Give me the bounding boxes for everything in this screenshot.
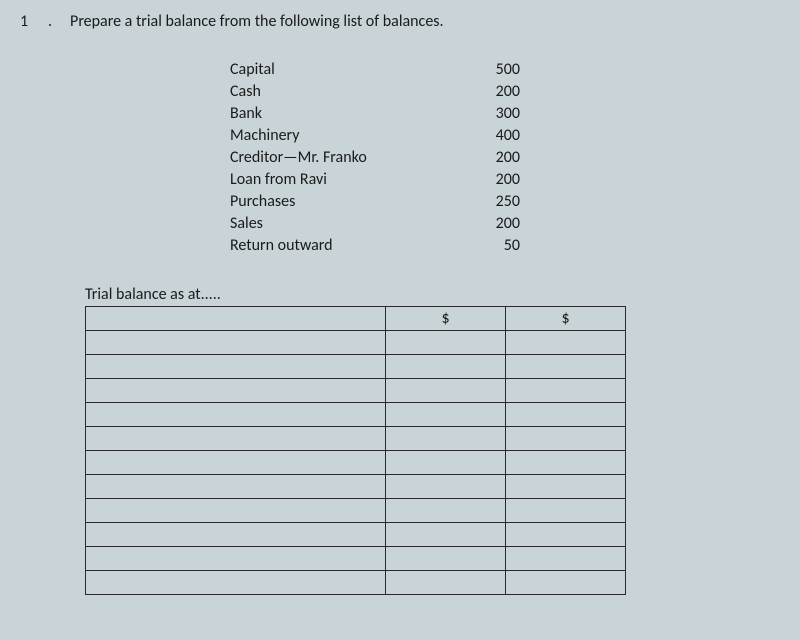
trial-balance-title: Trial balance as at.....	[85, 285, 780, 304]
balance-label: Capital	[230, 59, 460, 81]
table-row	[86, 331, 626, 355]
table-row	[86, 523, 626, 547]
balance-value: 400	[460, 125, 520, 147]
balance-label: Creditor—Mr. Franko	[230, 147, 460, 169]
balance-label: Return outward	[230, 235, 460, 257]
table-row	[86, 355, 626, 379]
table-row	[86, 403, 626, 427]
table-row	[86, 475, 626, 499]
table-header-credit: $	[506, 307, 626, 331]
balance-label: Cash	[230, 81, 460, 103]
table-row	[86, 379, 626, 403]
question-header: 1 . Prepare a trial balance from the fol…	[20, 12, 780, 31]
balance-value: 300	[460, 103, 520, 125]
table-header-desc	[86, 307, 386, 331]
balance-value: 200	[460, 81, 520, 103]
balance-label: Bank	[230, 103, 460, 125]
balance-label: Machinery	[230, 125, 460, 147]
question-number: 1	[20, 12, 34, 31]
balance-label: Loan from Ravi	[230, 169, 460, 191]
balance-row: Creditor—Mr. Franko 200	[230, 147, 780, 169]
balance-value: 500	[460, 59, 520, 81]
table-header-debit: $	[386, 307, 506, 331]
balance-value: 250	[460, 191, 520, 213]
balance-row: Capital 500	[230, 59, 780, 81]
balance-row: Machinery 400	[230, 125, 780, 147]
balance-row: Bank 300	[230, 103, 780, 125]
question-separator: .	[48, 12, 52, 31]
table-header-row: $ $	[86, 307, 626, 331]
balance-value: 200	[460, 147, 520, 169]
balances-list: Capital 500 Cash 200 Bank 300 Machinery …	[230, 59, 780, 257]
balance-row: Sales 200	[230, 213, 780, 235]
balance-label: Sales	[230, 213, 460, 235]
table-row	[86, 451, 626, 475]
question-text: Prepare a trial balance from the followi…	[70, 12, 444, 31]
table-row	[86, 427, 626, 451]
table-row	[86, 547, 626, 571]
trial-balance-table: $ $	[85, 306, 626, 595]
balance-label: Purchases	[230, 191, 460, 213]
table-row	[86, 571, 626, 595]
balance-row: Cash 200	[230, 81, 780, 103]
balance-row: Purchases 250	[230, 191, 780, 213]
balance-value: 200	[460, 213, 520, 235]
balance-value: 50	[460, 235, 520, 257]
balance-row: Return outward 50	[230, 235, 780, 257]
balance-row: Loan from Ravi 200	[230, 169, 780, 191]
table-row	[86, 499, 626, 523]
balance-value: 200	[460, 169, 520, 191]
